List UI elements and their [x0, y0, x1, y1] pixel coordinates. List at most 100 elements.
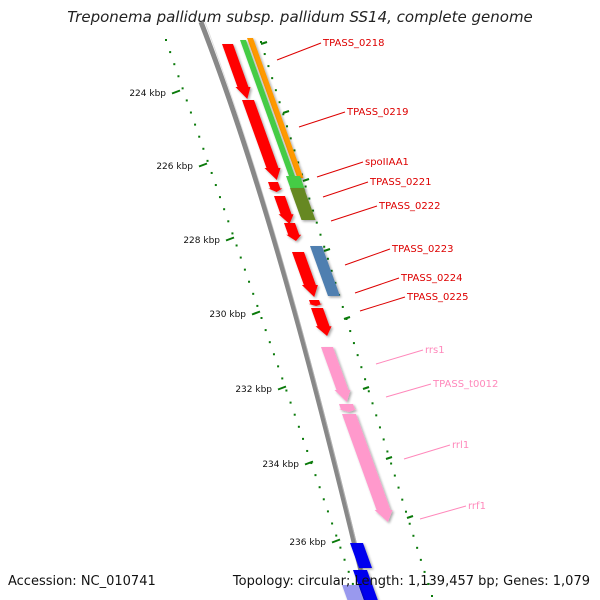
- outer-ring-dot: [315, 221, 318, 224]
- feature-label: TPASS_0221: [369, 177, 431, 188]
- tick-dot: [306, 449, 309, 452]
- outer-ring-dot: [408, 522, 411, 525]
- gene-bar: [350, 543, 372, 568]
- outer-ring-dot: [371, 402, 374, 405]
- tick-dot: [285, 389, 288, 392]
- outer-ring-dot: [401, 498, 404, 501]
- outer-ring-dot: [356, 354, 359, 357]
- label-leader: [322, 181, 369, 198]
- outer-ring-dot: [326, 257, 329, 260]
- label-leader: [330, 205, 378, 222]
- label-leader: [344, 248, 391, 266]
- tick-dot: [189, 111, 192, 114]
- tick-dot: [314, 474, 317, 477]
- outer-ring-dot: [382, 438, 385, 441]
- tick-dot: [243, 268, 246, 271]
- tick-dot: [177, 75, 180, 78]
- tick-label: 234 kbp: [262, 460, 299, 470]
- outer-ring-dot: [390, 462, 393, 465]
- tick-dot: [343, 558, 346, 561]
- outer-ring-dot: [293, 149, 296, 152]
- tick-dot: [339, 546, 342, 549]
- outer-ring-dot: [308, 197, 311, 200]
- feature-label: rrf1: [468, 501, 486, 512]
- tick-dot: [227, 220, 230, 223]
- outer-ring-dot: [416, 546, 419, 549]
- feature-label: spoIIAA1: [365, 157, 409, 168]
- tick-label: 226 kbp: [156, 162, 193, 172]
- cds-arrow: [268, 182, 283, 192]
- outer-tick: [343, 316, 351, 320]
- outer-ring-dot: [341, 305, 344, 308]
- tick-label: 232 kbp: [235, 385, 272, 395]
- outer-tick: [302, 178, 310, 182]
- outer-ring-dot: [378, 426, 381, 429]
- outer-ring-dot: [431, 595, 433, 597]
- tick-mark: [251, 310, 261, 316]
- label-leader: [359, 296, 406, 312]
- outer-ring-dot: [393, 474, 396, 477]
- tick-mark: [225, 236, 235, 242]
- gene-bar: [342, 585, 364, 600]
- outer-ring-dot: [412, 534, 415, 537]
- topology-text: Topology: circular; Length: 1,139,457 bp…: [232, 574, 590, 589]
- feature-label: rrs1: [425, 345, 445, 356]
- gene-bar: [310, 246, 340, 296]
- tick-mark: [171, 89, 181, 95]
- outer-ring-dot: [427, 582, 430, 585]
- rna-arrow: [321, 347, 351, 402]
- cds-arrow: [274, 196, 294, 224]
- outer-ring-dot: [278, 101, 281, 104]
- outer-ring-dot: [286, 125, 289, 128]
- label-leader: [403, 444, 451, 460]
- outer-ring-dot: [397, 486, 400, 489]
- label-leader: [276, 42, 322, 61]
- rna-arrow: [338, 404, 357, 412]
- outer-ring-dot: [274, 89, 277, 92]
- tick-mark: [304, 460, 314, 466]
- tick-dot: [302, 437, 305, 440]
- cds-arrow: [222, 44, 251, 99]
- tick-mark: [331, 538, 341, 544]
- tick-dot: [351, 582, 354, 585]
- feature-label: TPASS_0219: [346, 107, 408, 118]
- tick-dot: [335, 534, 338, 537]
- outer-ring-dot: [364, 378, 367, 381]
- outer-tick: [260, 41, 268, 45]
- feature-label: TPASS_0224: [400, 273, 462, 284]
- tick-dot: [281, 377, 284, 380]
- backbone-shadow: [204, 21, 371, 600]
- outer-ring-dot: [282, 113, 285, 116]
- tick-dot: [231, 232, 234, 235]
- outer-tick: [406, 515, 414, 519]
- rna-arrow: [342, 414, 393, 522]
- outer-ring-dot: [352, 342, 355, 345]
- tick-dot: [239, 256, 242, 259]
- gene-bar: [286, 176, 306, 190]
- tick-mark: [198, 162, 208, 168]
- tick-dot: [194, 123, 197, 126]
- tick-dot: [297, 425, 300, 428]
- outer-ring-dot: [330, 269, 333, 272]
- tick-dot: [277, 365, 280, 368]
- outer-ring-dot: [386, 450, 389, 453]
- feature-label: TPASS_0218: [322, 38, 384, 49]
- tick-label: 230 kbp: [209, 310, 246, 320]
- feature-label: TPASS_0222: [378, 201, 440, 212]
- label-leader: [298, 111, 346, 128]
- tick-dot: [272, 353, 275, 356]
- tick-dot: [181, 87, 184, 90]
- outer-tick: [362, 386, 370, 390]
- tick-dot: [331, 522, 334, 525]
- outer-ring-dot: [319, 233, 322, 236]
- outer-ring-dot: [271, 77, 274, 80]
- outer-ring-dot: [367, 390, 370, 393]
- gene-bar: [353, 570, 378, 600]
- label-leader: [354, 277, 400, 294]
- outer-ring-dot: [267, 65, 270, 68]
- cds-arrow: [284, 223, 302, 241]
- outer-ring-dot: [289, 137, 292, 140]
- feature-label: TPASS_t0012: [432, 379, 498, 390]
- tick-label: 228 kbp: [183, 236, 220, 246]
